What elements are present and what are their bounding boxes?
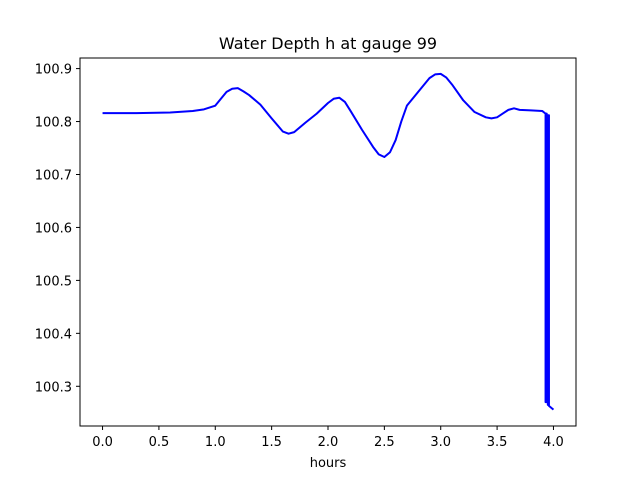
- y-tick-label: 100.4: [35, 327, 72, 342]
- x-tick-label: 1.5: [261, 435, 282, 450]
- plot-area: 0.0 0.5 1.0 1.5 2.0 2.5 3.0 3.5 4.0 100.3 100.4 100…: [35, 57, 577, 450]
- x-tick-label: 0.5: [149, 435, 170, 450]
- x-tick-label: 1.0: [205, 435, 226, 450]
- x-tick-label: 2.0: [318, 435, 339, 450]
- y-tick-label: 100.3: [35, 380, 72, 395]
- y-tick-label: 100.7: [35, 168, 72, 183]
- x-tick-label: 4.0: [543, 435, 564, 450]
- x-tick-label: 0.0: [92, 435, 113, 450]
- chart-title: Water Depth h at gauge 99: [219, 34, 437, 53]
- series-line-0: [102, 72, 555, 411]
- y-tick-label: 100.9: [35, 63, 72, 78]
- x-axis-label: hours: [310, 456, 347, 471]
- x-tick-label: 2.5: [374, 435, 395, 450]
- y-tick-label: 100.8: [35, 116, 72, 131]
- y-tick-label: 100.5: [35, 274, 72, 289]
- x-tick-label: 3.0: [430, 435, 451, 450]
- y-tick-label: 100.6: [35, 221, 72, 236]
- x-tick-label: 3.5: [487, 435, 508, 450]
